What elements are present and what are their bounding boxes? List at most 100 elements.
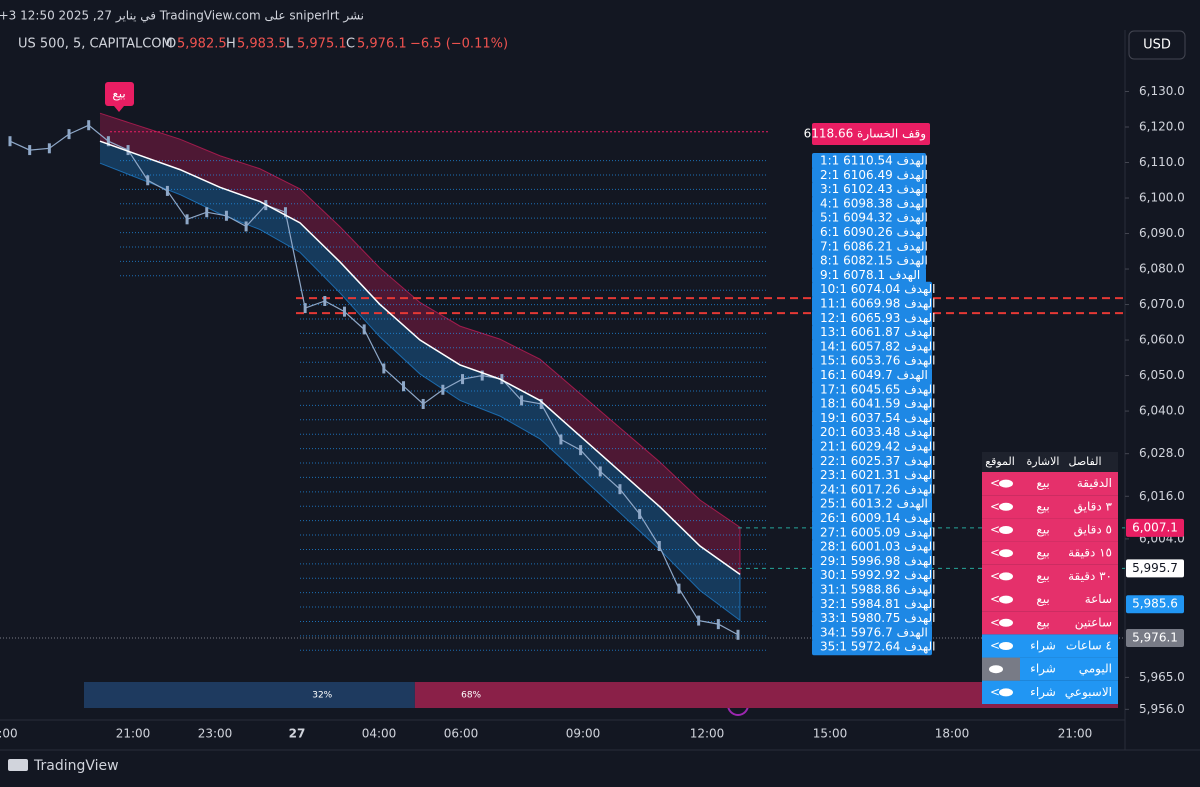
strength-segment [84,682,415,708]
target-box [812,567,932,584]
target-box [812,610,932,627]
signal-cell: بيع [1036,615,1049,629]
target-label: 2:1 6106.49 الهدف [820,168,928,182]
candle [67,129,71,140]
y-tick-label: 6,050.0 [1139,368,1185,382]
row-bg [982,680,1118,704]
target-label: 33:1 5980.75 الهدف [820,611,935,625]
table-header-bg [982,452,1118,472]
cloud-icon [999,572,1013,581]
target-box [812,439,932,455]
target-box [812,424,932,441]
interval-cell: ١٥ دقيقة [1068,546,1112,560]
target-box [812,510,932,527]
candle [362,324,366,335]
y-tick-label: 6,028.0 [1139,446,1185,460]
row-bg [982,634,1118,658]
target-box [812,524,932,541]
signal-cell: شراء [1030,662,1056,677]
position-cell: < [990,476,1000,490]
candle [461,374,465,385]
target-label: 9:1 6078.1 الهدف [820,268,920,282]
target-box [812,195,926,212]
target-label: 6:1 6090.26 الهدف [820,225,928,239]
candle [402,381,406,392]
target-label: 7:1 6086.21 الهدف [820,239,928,253]
currency[interactable]: USD [1143,38,1171,53]
interval-cell: ساعة [1085,592,1112,606]
target-box [812,481,932,498]
position-cell: < [990,523,1000,537]
row-bg [982,611,1118,635]
price-tag-label: 5,985.6 [1132,597,1178,611]
target-box [812,224,926,241]
signal-cell: شراء [1030,639,1056,654]
target-box [812,324,932,341]
candle [205,207,209,218]
target-box [812,253,926,270]
candle [224,210,228,221]
cloud-icon [999,479,1013,488]
x-tick-label: 12:00 [690,727,725,741]
y-tick-label: 6,090.0 [1139,226,1185,240]
x-tick-label: 15:00 [813,727,848,741]
candle [598,466,602,477]
y-tick-label: 6,120.0 [1139,119,1185,133]
target-box [812,310,932,327]
candle [657,541,661,552]
position-cell: < [990,639,1000,653]
candle [8,136,12,147]
target-box [812,210,926,227]
target-label: 15:1 6053.76 الهدف [820,354,935,368]
target-label: 1:1 6110.54 الهدف [820,154,928,168]
cloud-icon [999,549,1013,558]
position-cell: < [990,615,1000,629]
x-tick-label: 04:00 [362,727,397,741]
cloud-icon [999,502,1013,511]
cloud-icon [999,618,1013,627]
target-label: 4:1 6098.38 الهدف [820,196,928,210]
target-box [812,181,926,198]
candle [47,143,51,154]
candle [736,629,740,640]
candle [185,214,189,225]
target-label: 3:1 6102.43 الهدف [820,182,928,196]
x-tick-label: 27 [289,727,306,741]
interval-cell: ٣ دقايق [1074,499,1113,514]
target-label: 13:1 6061.87 الهدف [820,325,935,339]
candle [126,145,130,156]
candle [441,384,445,395]
y-tick-label: 6,110.0 [1139,155,1185,169]
target-box [812,396,932,413]
target-box [812,238,926,255]
interval-cell: ٣٠ دقيقة [1068,569,1112,583]
y-tick-label: 5,965.0 [1139,670,1185,684]
candle [677,583,681,594]
target-label: 5:1 6094.32 الهدف [820,211,928,225]
brand-logo [8,759,28,771]
y-tick-label: 6,060.0 [1139,333,1185,347]
ohlc-value: 5,975.1 [297,37,347,52]
cloud-icon [999,595,1013,604]
target-box [812,467,932,484]
cloud-icon [989,665,1003,674]
interval-cell: ٥ دقايق [1074,523,1112,538]
y-tick-label: 6,070.0 [1139,297,1185,311]
target-box [812,281,932,298]
target-label: 20:1 6033.48 الهدف [820,425,935,439]
ohlc-key: C [346,37,355,52]
price-tag [1126,559,1184,578]
cloud-icon [999,688,1013,697]
row-bg [982,518,1118,542]
cloud-icon [999,642,1013,650]
target-label: 24:1 6017.26 الهدف [820,482,935,496]
candle [106,136,110,147]
target-box [812,296,932,312]
y-tick-label: 6,130.0 [1139,84,1185,98]
position-cell: < [990,499,1000,513]
candle [146,175,150,186]
currency-button[interactable] [1128,30,1186,60]
target-label: 32:1 5984.81 الهدف [820,597,935,611]
row-bg [982,564,1118,588]
candle [500,374,504,385]
